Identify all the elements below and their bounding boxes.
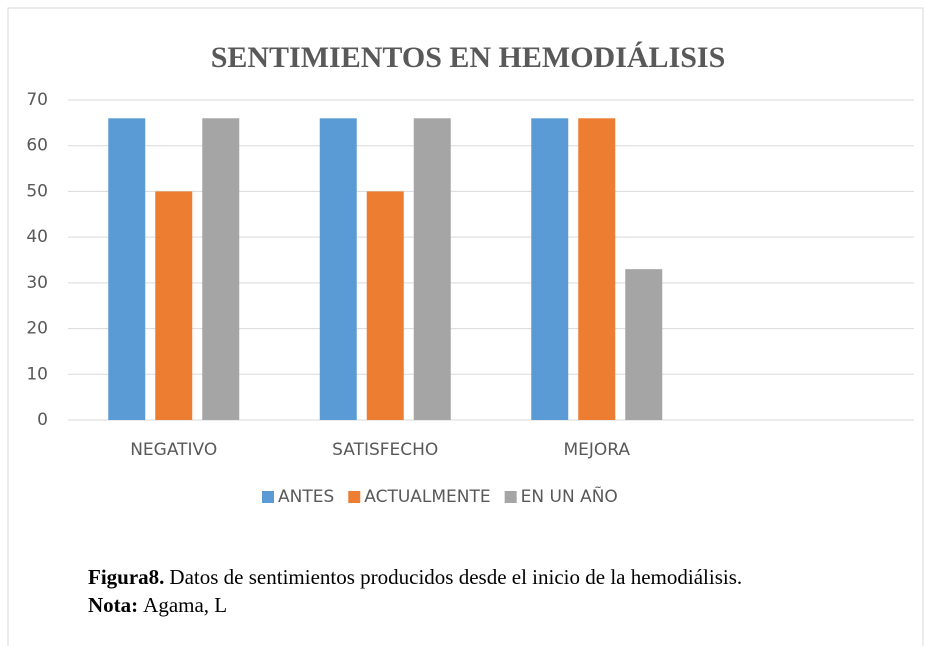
- caption: Figura8. Datos de sentimientos producidos…: [88, 565, 742, 590]
- bar: [413, 118, 451, 421]
- bar: [531, 118, 569, 421]
- legend-swatch: [262, 491, 274, 503]
- legend-label: EN UN AÑO: [521, 485, 618, 507]
- x-tick-label: MEJORA: [563, 440, 630, 460]
- y-tick-label: 10: [26, 364, 48, 384]
- caption-text: Datos de sentimientos producidos desde e…: [169, 565, 743, 589]
- y-tick-label: 60: [26, 136, 48, 156]
- note-label: Nota:: [88, 593, 139, 617]
- legend-swatch: [504, 491, 517, 503]
- note-text: Agama, L: [143, 593, 228, 617]
- y-tick-label: 30: [26, 273, 48, 293]
- bar: [625, 269, 663, 420]
- note: Nota: Agama, L: [88, 593, 227, 618]
- bar: [578, 118, 616, 421]
- x-tick-label: SATISFECHO: [332, 440, 438, 460]
- y-tick-label: 0: [37, 410, 48, 430]
- chart-frame: [7, 7, 924, 646]
- bar: [202, 118, 240, 421]
- x-tick-label: NEGATIVO: [130, 440, 217, 460]
- bar: [319, 118, 357, 421]
- legend-label: ACTUALMENTE: [364, 487, 490, 507]
- caption-label: Figura8.: [88, 565, 165, 589]
- bar: [155, 191, 193, 420]
- bar: [366, 191, 404, 420]
- bar: [108, 118, 146, 421]
- chart-title: SENTIMIENTOS EN HEMODIÁLISIS: [211, 41, 726, 74]
- legend-label: ANTES: [278, 487, 334, 507]
- y-tick-label: 40: [26, 227, 48, 247]
- y-tick-label: 20: [26, 319, 48, 339]
- y-tick-label: 50: [26, 181, 48, 201]
- y-tick-label: 70: [26, 90, 48, 110]
- legend-swatch: [348, 491, 361, 503]
